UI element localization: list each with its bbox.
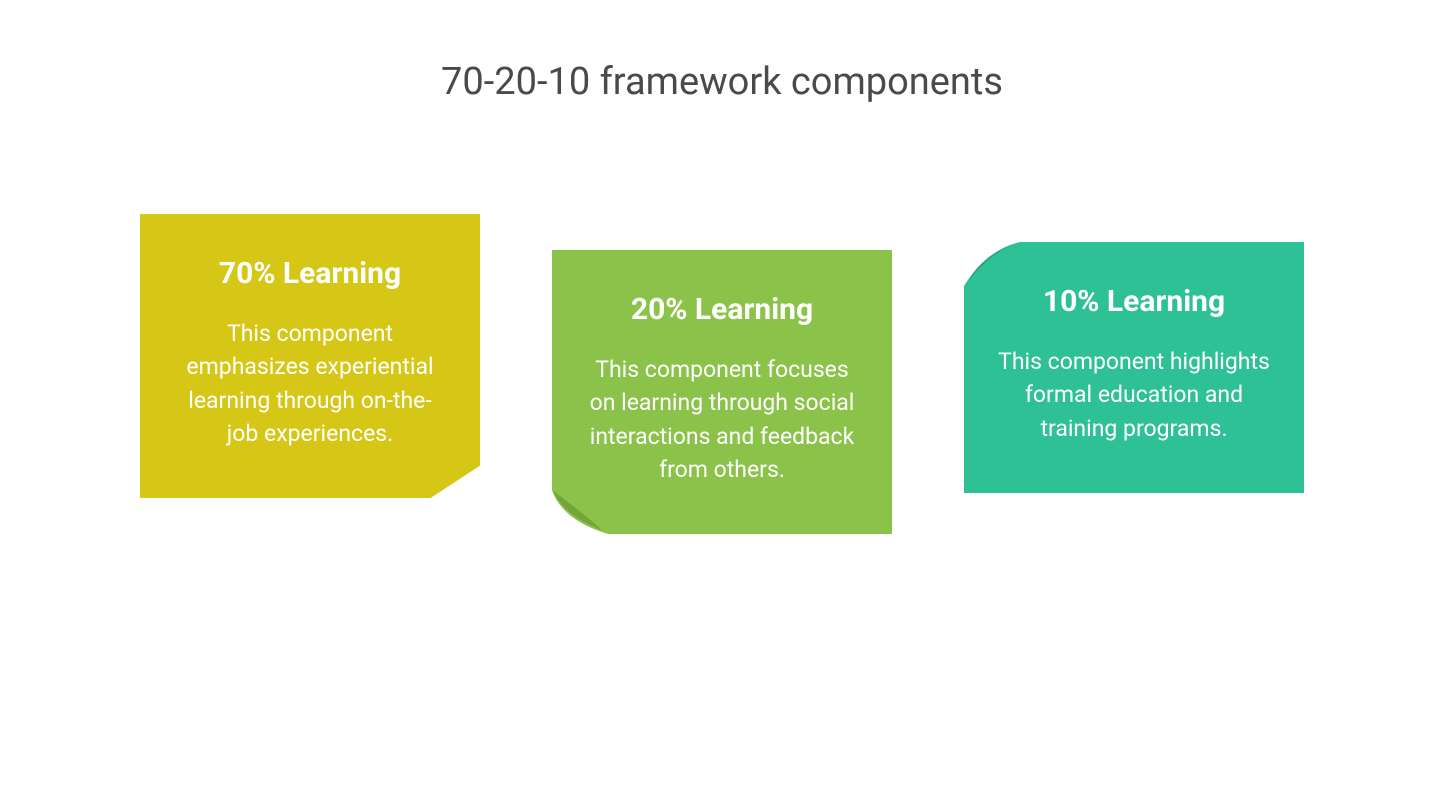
card-70-learning: 70% Learning This component emphasizes e… <box>140 214 480 498</box>
card-body: This component emphasizes experiential l… <box>174 317 446 450</box>
card-body: This component focuses on learning throu… <box>586 353 858 486</box>
card-heading: 20% Learning <box>586 292 858 327</box>
cards-row: 70% Learning This component emphasizes e… <box>0 214 1444 534</box>
card-body: This component highlights formal educati… <box>998 345 1270 445</box>
page-title: 70-20-10 framework components <box>0 0 1444 104</box>
card-10-learning: 10% Learning This component highlights f… <box>964 242 1304 493</box>
card-20-learning: 20% Learning This component focuses on l… <box>552 250 892 534</box>
page-curl-icon <box>552 490 608 534</box>
card-heading: 10% Learning <box>998 284 1270 319</box>
card-heading: 70% Learning <box>174 256 446 291</box>
page-curl-icon <box>964 242 1020 286</box>
